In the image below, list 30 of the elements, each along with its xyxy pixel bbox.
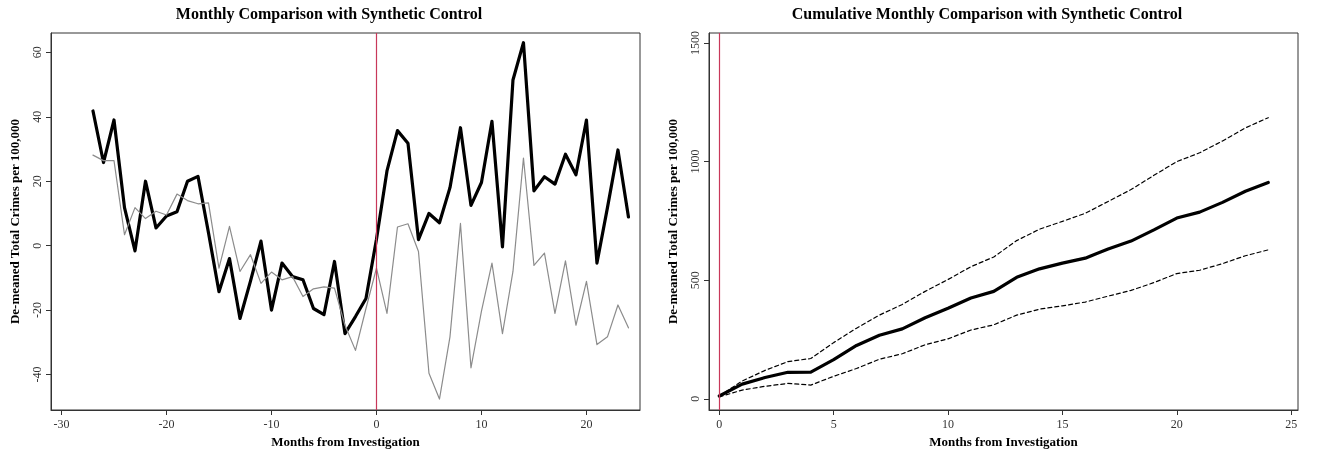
x-tick-label: 20 bbox=[1170, 417, 1183, 431]
x-tick-label: 0 bbox=[716, 417, 723, 431]
line-series bbox=[91, 41, 631, 336]
chart-title: Cumulative Monthly Comparison with Synthetic Control bbox=[791, 4, 1183, 23]
x-tick-label: 5 bbox=[830, 417, 837, 431]
chart-title: Monthly Comparison with Synthetic Control bbox=[175, 4, 483, 23]
y-tick-label: 0 bbox=[688, 395, 702, 402]
x-tick-label: 20 bbox=[580, 417, 593, 431]
y-tick-label: -20 bbox=[30, 302, 44, 319]
y-tick-label: 500 bbox=[688, 271, 702, 290]
y-tick-label: 0 bbox=[30, 242, 44, 249]
y-tick-label: 1500 bbox=[688, 30, 702, 55]
x-tick-label: 10 bbox=[942, 417, 955, 431]
x-tick-label: 15 bbox=[1056, 417, 1069, 431]
x-axis-title: Months from Investigation bbox=[271, 433, 421, 449]
y-tick-label: 1000 bbox=[688, 149, 702, 174]
x-tick-label: -20 bbox=[158, 417, 175, 431]
x-tick-label: 0 bbox=[373, 417, 380, 431]
x-tick-label: 10 bbox=[475, 417, 488, 431]
x-tick-label: 25 bbox=[1285, 417, 1298, 431]
y-tick-label: 20 bbox=[30, 175, 44, 188]
y-tick-label: 40 bbox=[30, 110, 44, 123]
y-tick-label: -40 bbox=[30, 366, 44, 383]
y-axis-title: De-meaned Total Crimes per 100,000 bbox=[665, 118, 680, 325]
line-series bbox=[92, 154, 630, 400]
y-axis-title: De-meaned Total Crimes per 100,000 bbox=[7, 118, 22, 325]
x-axis-title: Months from Investigation bbox=[929, 433, 1079, 449]
y-tick-label: 60 bbox=[30, 46, 44, 59]
x-tick-label: -10 bbox=[263, 417, 280, 431]
x-tick-label: -30 bbox=[53, 417, 70, 431]
